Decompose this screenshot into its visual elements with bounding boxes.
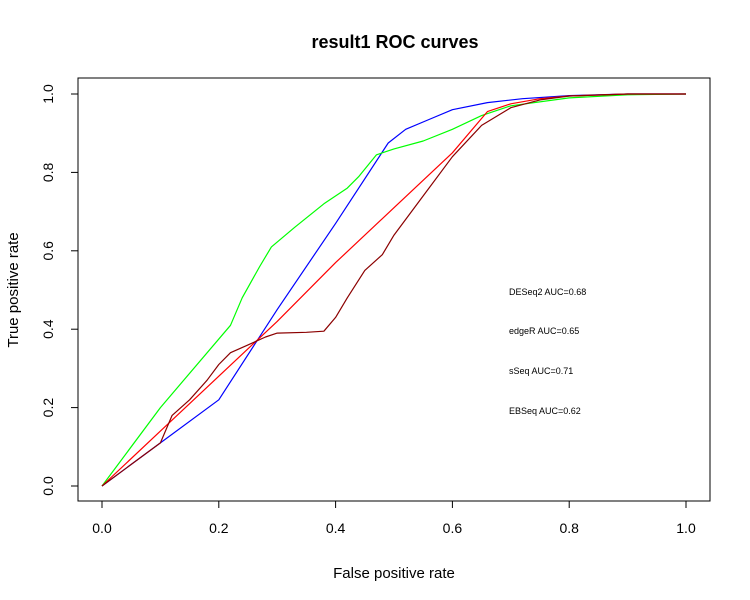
y-tick-label: 0.8 [40, 162, 56, 182]
roc-curve-3 [101, 93, 686, 487]
y-axis: 0.0 0.2 0.4 0.6 0.8 1.0 [40, 84, 79, 496]
auc-annotation: DESeq2 AUC=0.68 [509, 287, 586, 297]
roc-curve-4 [101, 93, 686, 487]
chart-title: result1 ROC curves [311, 32, 478, 52]
y-tick-label: 0.2 [40, 398, 56, 418]
y-axis-label: True positive rate [5, 232, 22, 347]
x-axis: 0.0 0.2 0.4 0.6 0.8 1.0 [92, 500, 696, 536]
auc-annotation: edgeR AUC=0.65 [509, 326, 579, 336]
x-tick-label: 0.4 [326, 520, 346, 536]
plot-frame [77, 77, 711, 502]
y-tick-label: 0.4 [40, 319, 56, 339]
y-tick-label: 0.0 [40, 476, 56, 496]
x-tick-label: 0.6 [443, 520, 463, 536]
roc-curve-2 [101, 93, 687, 487]
y-tick-label: 1.0 [40, 84, 56, 104]
auc-annotation: EBSeq AUC=0.62 [509, 406, 581, 416]
x-axis-label: False positive rate [333, 565, 455, 582]
x-tick-label: 1.0 [676, 520, 696, 536]
auc-annotations: DESeq2 AUC=0.68 edgeR AUC=0.65 sSeq AUC=0.… [509, 287, 586, 416]
y-tick-label: 0.6 [40, 241, 56, 261]
x-tick-label: 0.0 [92, 520, 112, 536]
x-tick-label: 0.2 [209, 520, 229, 536]
x-tick-label: 0.8 [559, 520, 579, 536]
series-group [101, 93, 687, 487]
auc-annotation: sSeq AUC=0.71 [509, 366, 573, 376]
roc-curve-1 [101, 93, 686, 487]
